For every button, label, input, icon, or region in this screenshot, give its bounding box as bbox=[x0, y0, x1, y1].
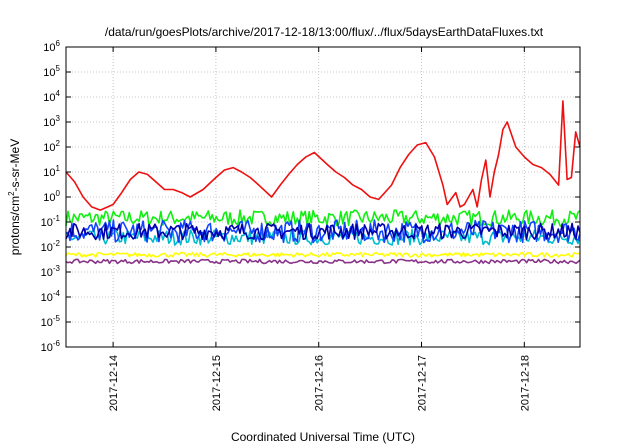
y-tick-exp: -2 bbox=[53, 239, 61, 248]
y-tick-base: 10 bbox=[41, 242, 53, 254]
y-tick-exp: 4 bbox=[56, 89, 61, 98]
y-tick-base: 10 bbox=[43, 167, 55, 179]
plot-frame bbox=[65, 46, 581, 348]
chart-title: /data/run/goesPlots/archive/2017-12-18/1… bbox=[105, 25, 544, 39]
x-tick-label: 2017-12-17 bbox=[417, 355, 429, 411]
y-tick-base: 10 bbox=[43, 92, 55, 104]
y-tick-label: 101 bbox=[43, 164, 60, 179]
y-tick-exp: -5 bbox=[53, 314, 61, 323]
y-tick-base: 10 bbox=[41, 217, 53, 229]
grid-lines bbox=[66, 47, 580, 347]
y-tick-exp: -3 bbox=[53, 264, 61, 273]
series-line-4 bbox=[65, 222, 581, 241]
series-line-0 bbox=[65, 100, 581, 211]
y-tick-label: 10-6 bbox=[41, 339, 61, 354]
y-tick-label: 104 bbox=[43, 89, 60, 104]
y-tick-base: 10 bbox=[43, 67, 55, 79]
y-tick-exp: 5 bbox=[56, 64, 61, 73]
y-tick-base: 10 bbox=[43, 117, 55, 129]
y-tick-base: 10 bbox=[43, 42, 55, 54]
y-tick-label: 102 bbox=[43, 139, 60, 154]
x-tick-label: 2017-12-15 bbox=[211, 355, 223, 411]
y-axis-label: protons/cm2-s-sr-MeV bbox=[7, 139, 22, 255]
y-tick-exp: 6 bbox=[56, 39, 61, 48]
x-tick-label: 2017-12-18 bbox=[519, 355, 531, 411]
y-tick-label: 10-5 bbox=[41, 314, 61, 329]
y-tick-label: 100 bbox=[43, 189, 60, 204]
y-axis-label-main: protons/cm bbox=[8, 196, 22, 255]
series-layer bbox=[65, 100, 581, 265]
y-tick-base: 10 bbox=[43, 142, 55, 154]
x-tick-label: 2017-12-14 bbox=[108, 355, 120, 411]
y-tick-base: 10 bbox=[41, 342, 53, 354]
y-tick-exp: 0 bbox=[56, 189, 61, 198]
y-tick-label: 106 bbox=[43, 39, 60, 54]
y-tick-label: 10-2 bbox=[41, 239, 61, 254]
y-tick-label: 103 bbox=[43, 114, 60, 129]
y-tick-exp: 1 bbox=[56, 164, 61, 173]
series-line-5 bbox=[65, 251, 581, 258]
y-axis-label-exp: 2 bbox=[7, 191, 16, 196]
y-tick-label: 10-4 bbox=[41, 289, 61, 304]
y-tick-base: 10 bbox=[41, 267, 53, 279]
y-tick-exp: -6 bbox=[53, 339, 61, 348]
y-tick-exp: 2 bbox=[56, 139, 61, 148]
y-tick-label: 10-3 bbox=[41, 264, 61, 279]
y-tick-label: 105 bbox=[43, 64, 60, 79]
y-tick-base: 10 bbox=[43, 192, 55, 204]
y-tick-base: 10 bbox=[41, 317, 53, 329]
x-tick-label: 2017-12-16 bbox=[314, 355, 326, 411]
series-line-6 bbox=[65, 258, 581, 265]
y-tick-exp: -1 bbox=[53, 214, 61, 223]
y-axis-label-rest: -s-sr-MeV bbox=[8, 139, 22, 192]
series-line-1 bbox=[65, 209, 581, 227]
x-axis: 2017-12-14 2017-12-15 2017-12-16 2017-12-17… bbox=[108, 47, 531, 411]
y-tick-label: 10-1 bbox=[41, 214, 61, 229]
series-line-3 bbox=[65, 219, 581, 244]
y-tick-exp: 3 bbox=[56, 114, 61, 123]
x-axis-label: Coordinated Universal Time (UTC) bbox=[231, 430, 415, 444]
y-tick-exp: -4 bbox=[53, 289, 61, 298]
y-tick-base: 10 bbox=[41, 292, 53, 304]
y-axis: 10-610-510-410-310-210-11001011021031041… bbox=[41, 39, 580, 354]
